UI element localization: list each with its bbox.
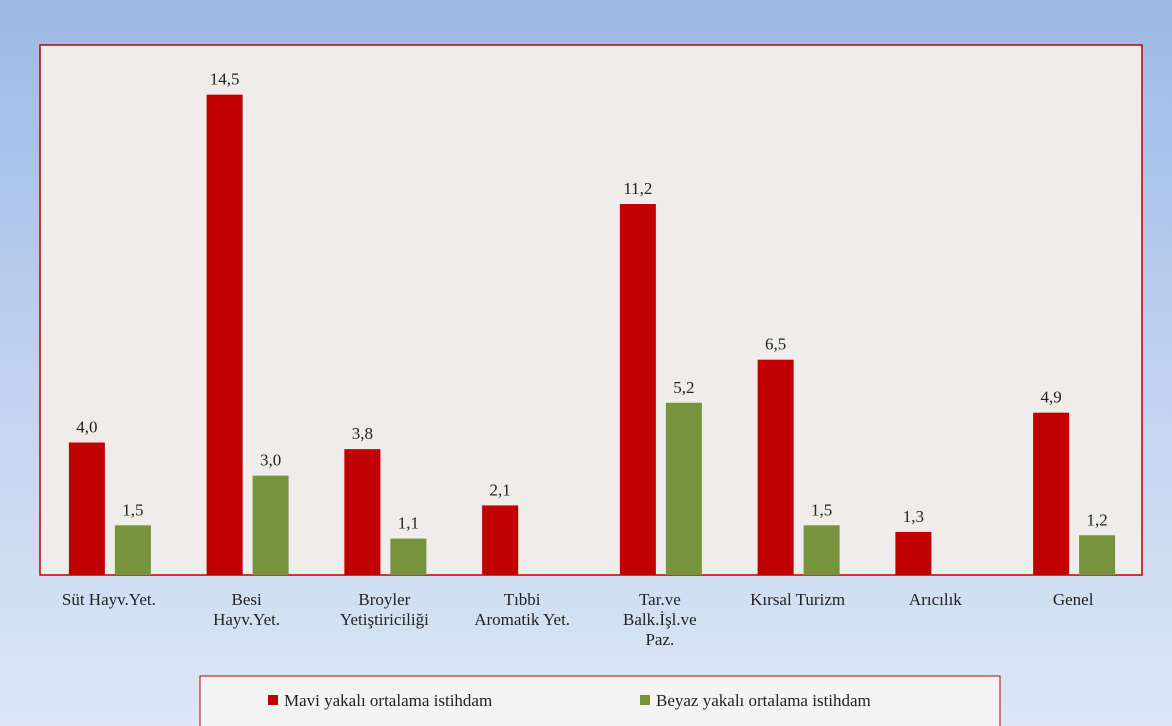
data-label: 1,3 — [903, 507, 924, 526]
data-label: 11,2 — [623, 179, 652, 198]
bar — [114, 525, 151, 575]
bar — [665, 402, 702, 575]
data-label: 1,5 — [122, 500, 143, 519]
x-tick-label: Arıcılık — [908, 590, 962, 609]
x-tick-label: Kırsal Turizm — [750, 590, 846, 609]
bar — [757, 359, 794, 575]
legend-box — [199, 675, 1001, 726]
legend-marker — [640, 695, 650, 705]
legend-marker — [268, 695, 278, 705]
data-label: 3,0 — [260, 451, 281, 470]
bar — [895, 531, 932, 575]
bar — [1033, 412, 1070, 575]
x-tick-label: Süt Hayv.Yet. — [61, 590, 156, 609]
data-label: 2,1 — [490, 480, 511, 499]
x-tick-label: Besi Hayv.Yet. — [213, 590, 281, 629]
bar — [390, 538, 427, 575]
bar — [482, 505, 519, 575]
legend-label: Beyaz yakalı ortalama istihdam — [656, 691, 871, 710]
data-label: 4,0 — [76, 418, 97, 437]
bar — [803, 525, 840, 575]
data-label: 6,5 — [765, 335, 786, 354]
bar — [344, 449, 381, 575]
data-label: 1,2 — [1087, 510, 1108, 529]
bar — [1079, 535, 1116, 575]
data-label: 1,1 — [398, 514, 419, 533]
data-label: 5,2 — [673, 378, 694, 397]
x-tick-label: Genel — [1052, 590, 1094, 609]
x-tick-label: Tar.ve Balk.İşl.ve Paz. — [623, 590, 697, 649]
data-label: 14,5 — [210, 70, 240, 89]
bar — [206, 94, 243, 575]
plot-area — [39, 44, 1143, 576]
x-tick-label: Tıbbi Aromatik Yet. — [474, 590, 571, 629]
bar — [619, 204, 656, 575]
legend-label: Mavi yakalı ortalama istihdam — [284, 691, 492, 710]
data-label: 3,8 — [352, 424, 373, 443]
data-label: 1,5 — [811, 500, 832, 519]
bar — [68, 442, 105, 575]
x-tick-label: Broyler Yetiştiriciliği — [339, 590, 429, 629]
bar — [252, 475, 289, 575]
data-label: 4,9 — [1041, 388, 1062, 407]
